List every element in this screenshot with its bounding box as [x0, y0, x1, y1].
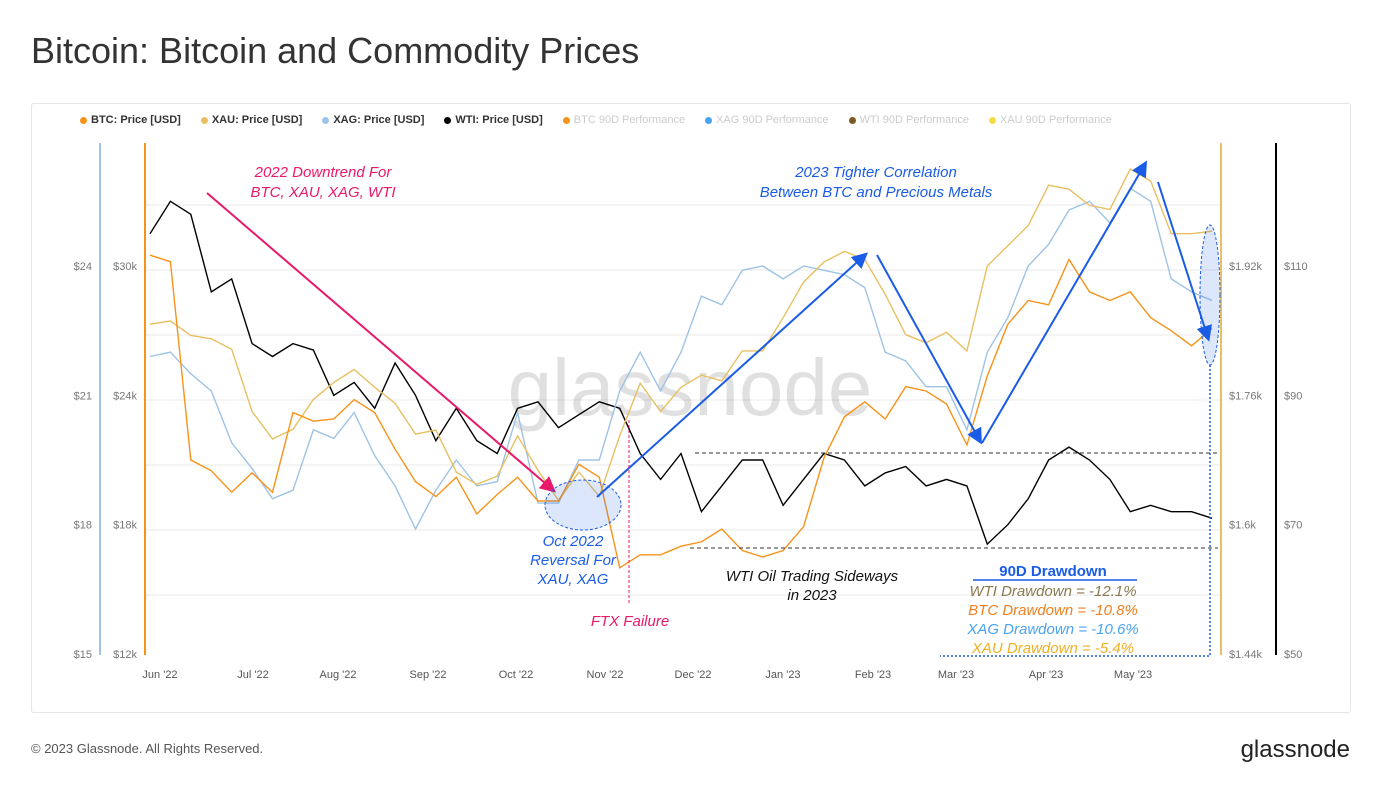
drawdown-box	[940, 365, 1211, 657]
wti-tick-label: $70	[1284, 520, 1302, 532]
x-tick-label: Jul '22	[237, 669, 268, 681]
wti-label: in 2023	[787, 587, 837, 604]
x-tick-label: Oct '22	[499, 669, 534, 681]
drawdown-ellipse	[1199, 224, 1221, 366]
downtrend-label: BTC, XAU, XAG, WTI	[250, 184, 395, 201]
legend-label: XAG 90D Performance	[716, 114, 829, 126]
drawdown-line: XAG Drawdown = -10.6%	[966, 621, 1138, 638]
xag-tick-label: $21	[74, 390, 92, 402]
legend-dot-icon	[705, 116, 713, 124]
legend-item[interactable]: XAU: Price [USD]	[200, 114, 303, 126]
legend-item[interactable]: XAG: Price [USD]	[322, 114, 424, 126]
series-line-xau	[149, 168, 1213, 502]
legend-item[interactable]: WTI 90D Performance	[848, 114, 969, 126]
page-title: Bitcoin: Bitcoin and Commodity Prices	[31, 30, 640, 71]
xau-tick-label: $1.76k	[1229, 390, 1263, 402]
correlation-label: Between BTC and Precious Metals	[760, 184, 993, 201]
xag-tick-label: $18	[74, 520, 92, 532]
x-tick-label: Aug '22	[320, 669, 357, 681]
x-tick-label: Sep '22	[410, 669, 447, 681]
copyright: © 2023 Glassnode. All Rights Reserved.	[31, 741, 264, 756]
downtrend-label: 2022 Downtrend For	[254, 164, 393, 181]
brand-logo: glassnode	[1240, 736, 1350, 763]
legend-label: WTI 90D Performance	[859, 114, 969, 126]
xag-tick-label: $15	[74, 649, 92, 661]
x-tick-label: Dec '22	[675, 669, 712, 681]
btc-tick-label: $24k	[113, 390, 137, 402]
x-tick-label: Feb '23	[855, 669, 891, 681]
trend-arrow	[596, 252, 868, 498]
legend-item[interactable]: XAU 90D Performance	[988, 114, 1112, 126]
drawdown-line: WTI Drawdown = -12.1%	[969, 583, 1136, 600]
legend-item[interactable]: BTC 90D Performance	[562, 114, 686, 126]
ftx-label: FTX Failure	[591, 613, 669, 630]
btc-tick-label: $12k	[113, 649, 137, 661]
wti-tick-label: $90	[1284, 390, 1302, 402]
x-tick-label: May '23	[1114, 669, 1152, 681]
legend-label: XAG: Price [USD]	[333, 114, 425, 126]
legend-dot-icon	[80, 116, 87, 124]
downtrend-arrow	[206, 192, 557, 493]
chart-card	[31, 103, 1351, 713]
legend-dot-icon	[848, 116, 856, 124]
xau-tick-label: $1.44k	[1229, 649, 1263, 661]
x-tick-label: Mar '23	[938, 669, 974, 681]
reversal-label: XAU, XAG	[537, 571, 609, 588]
legend: BTC: Price [USD] XAU: Price [USD] XAG: Pri…	[80, 114, 1112, 126]
wti-tick-label: $110	[1284, 261, 1308, 273]
drawdown-title: 90D Drawdown	[999, 563, 1107, 580]
legend-dot-icon	[444, 116, 452, 124]
trend-arrow	[981, 160, 1148, 444]
legend-dot-icon	[322, 116, 330, 124]
correlation-label: 2023 Tighter Correlation	[794, 164, 957, 181]
legend-dot-icon	[988, 116, 996, 124]
drawdown-line: BTC Drawdown = -10.8%	[968, 602, 1138, 619]
btc-tick-label: $18k	[113, 520, 137, 532]
series-line-btc	[149, 254, 1213, 569]
trend-arrow	[1157, 181, 1212, 342]
legend-label: XAU 90D Performance	[999, 114, 1112, 126]
wti-label: WTI Oil Trading Sideways	[726, 568, 899, 585]
legend-dot-icon	[200, 116, 208, 124]
wti-tick-label: $50	[1284, 649, 1302, 661]
legend-item[interactable]: BTC: Price [USD]	[80, 114, 181, 126]
series-line-wti	[149, 200, 1213, 546]
legend-item[interactable]: XAG 90D Performance	[705, 114, 829, 126]
series-line-xag	[149, 187, 1213, 531]
reversal-ellipse	[544, 479, 622, 531]
legend-label: BTC 90D Performance	[573, 114, 686, 126]
drawdown-line: XAU Drawdown = -5.4%	[971, 640, 1134, 657]
xau-tick-label: $1.6k	[1229, 520, 1256, 532]
legend-label: WTI: Price [USD]	[455, 114, 543, 126]
reversal-label: Oct 2022	[543, 533, 605, 550]
xag-tick-label: $24	[74, 261, 92, 273]
trend-arrow	[876, 254, 982, 445]
x-tick-label: Jan '23	[765, 669, 800, 681]
watermark: glassnode	[508, 343, 873, 432]
reversal-label: Reversal For	[530, 552, 617, 569]
legend-label: XAU: Price [USD]	[211, 114, 303, 126]
legend-label: BTC: Price [USD]	[91, 114, 181, 126]
legend-item[interactable]: WTI: Price [USD]	[444, 114, 543, 126]
x-tick-label: Apr '23	[1029, 669, 1064, 681]
xau-tick-label: $1.92k	[1229, 261, 1263, 273]
legend-dot-icon	[562, 116, 570, 124]
x-tick-label: Nov '22	[587, 669, 624, 681]
x-tick-label: Jun '22	[142, 669, 177, 681]
btc-tick-label: $30k	[113, 261, 137, 273]
